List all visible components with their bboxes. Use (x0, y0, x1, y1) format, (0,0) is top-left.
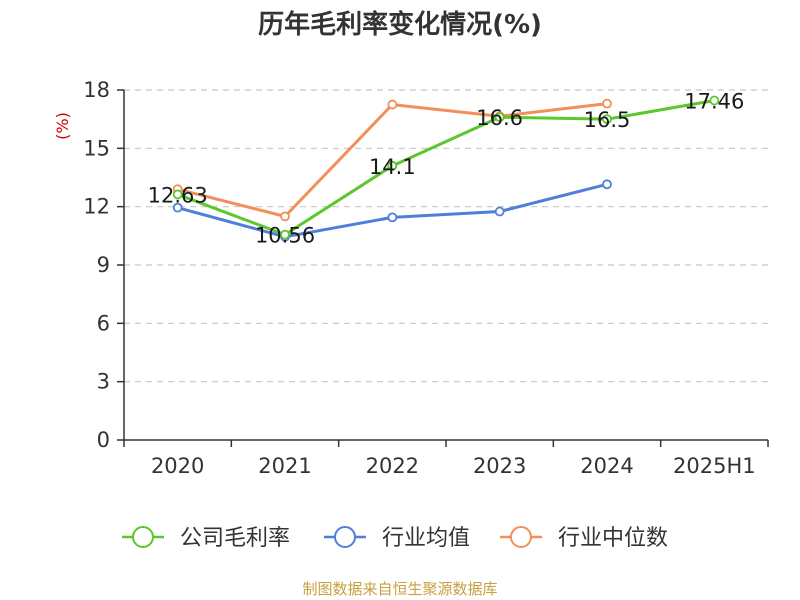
data-label: 14.1 (369, 155, 416, 179)
data-label: 17.46 (684, 90, 744, 114)
x-tick-label: 2020 (151, 454, 204, 478)
series-2 (172, 179, 612, 242)
data-point (280, 229, 290, 240)
data-point (709, 95, 720, 106)
x-tick-label: 2025H1 (673, 454, 756, 478)
data-point (602, 98, 612, 109)
data-point (387, 99, 398, 110)
y-tick-labels: 0 3 6 9 12 15 18 (83, 78, 110, 452)
legend-label: 行业中位数 (558, 526, 668, 551)
legend-item: 行业均值 (324, 526, 470, 551)
legend-item: 公司毛利率 (122, 526, 290, 551)
x-tick-label: 2023 (473, 454, 526, 478)
chart-title: 历年毛利率变化情况(%) (258, 9, 542, 40)
x-tick-labels: 2020 2021 2022 2023 2024 2025H1 (151, 454, 756, 478)
series-line (177, 99, 715, 237)
legend-label: 行业均值 (382, 526, 470, 551)
y-tick-label: 3 (97, 370, 110, 394)
y-tick-label: 6 (97, 311, 110, 335)
legend-marker (132, 526, 154, 548)
legend-item: 行业中位数 (500, 526, 668, 551)
data-point (602, 114, 612, 125)
y-tick-label: 18 (83, 78, 110, 102)
series-line (177, 182, 608, 239)
data-label: 10.56 (255, 224, 315, 248)
data-point (172, 189, 183, 200)
x-tick-label: 2021 (258, 454, 311, 478)
y-tick-label: 0 (97, 428, 110, 452)
legend-label: 公司毛利率 (180, 526, 290, 551)
series-group (172, 95, 720, 242)
data-point (387, 212, 398, 223)
y-tick-label: 9 (97, 253, 110, 277)
series-1 (172, 95, 720, 240)
data-point (494, 206, 505, 217)
data-point (494, 112, 505, 123)
data-label: 12.63 (148, 183, 208, 207)
axes (117, 89, 769, 447)
data-point (172, 202, 183, 213)
y-axis-label: (%) (53, 112, 72, 140)
data-label: 16.5 (584, 108, 631, 132)
source-note: 制图数据来自恒生聚源数据库 (302, 580, 497, 598)
x-tick-label: 2022 (366, 454, 419, 478)
data-labels: 12.63 10.56 14.1 16.6 16.5 17.46 (148, 90, 745, 248)
legend-marker (334, 526, 356, 548)
legend: 公司毛利率 行业均值 行业中位数 (122, 526, 668, 551)
y-tick-label: 12 (83, 195, 110, 219)
data-point (280, 211, 290, 222)
data-label: 16.6 (476, 106, 523, 130)
data-point (602, 179, 612, 190)
y-tick-label: 15 (83, 136, 110, 160)
gridlines (124, 89, 768, 383)
x-tick-label: 2024 (580, 454, 633, 478)
legend-marker (510, 526, 532, 548)
data-point (387, 160, 398, 171)
